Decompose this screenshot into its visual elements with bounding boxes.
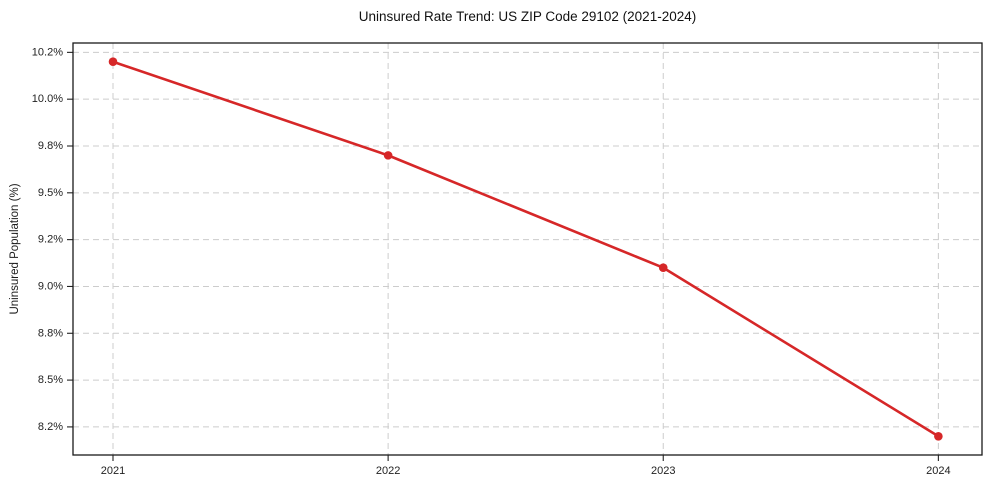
y-tick-label: 10.0%	[32, 93, 63, 105]
x-tick-label: 2024	[926, 465, 950, 477]
trend-line	[111, 60, 940, 438]
chart-title: Uninsured Rate Trend: US ZIP Code 29102 …	[359, 9, 696, 24]
y-tick-label: 8.8%	[38, 327, 63, 339]
y-tick-label: 9.2%	[38, 234, 63, 246]
y-tick-label: 8.2%	[38, 421, 63, 433]
data-point-2022	[383, 151, 393, 160]
data-point-2023	[658, 263, 668, 273]
y-tick-label: 10.2%	[32, 46, 63, 58]
x-tick-label: 2021	[101, 465, 125, 477]
plot-border	[72, 42, 983, 456]
x-tick-label: 2023	[651, 465, 675, 477]
y-tick-label: 9.0%	[38, 280, 63, 292]
y-tick-label: 9.5%	[38, 187, 63, 199]
plot-area: 10.2% 10.0% 9.8% 9.5% 9.2% 9.0% 8.8% 8.5% 8.2% 20…	[32, 42, 983, 477]
x-tick-label: 2022	[376, 465, 400, 477]
y-tick-label: 8.5%	[38, 374, 63, 386]
data-point-2024	[934, 431, 943, 441]
y-axis-label: Uninsured Population (%)	[9, 183, 21, 314]
data-point-2021	[108, 57, 118, 67]
y-tick-label: 9.8%	[38, 140, 63, 152]
